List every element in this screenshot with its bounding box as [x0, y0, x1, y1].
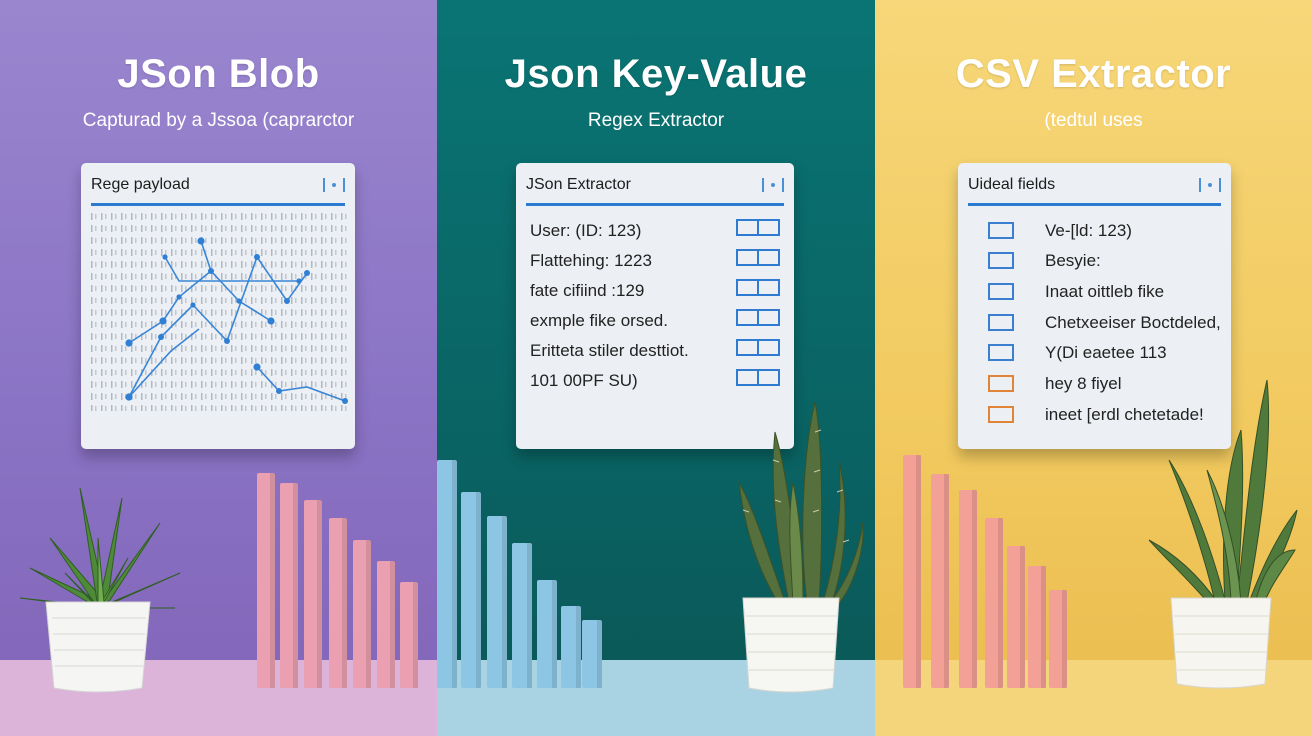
field-row: User: (ID: 123): [516, 217, 794, 247]
decor-bar: [353, 540, 371, 688]
card-header: Rege payload: [91, 171, 345, 206]
window-icon: [1199, 178, 1221, 192]
checkbox[interactable]: [988, 375, 1014, 392]
decor-bar: [1028, 566, 1046, 688]
field-text: Eritteta stiler desttiot.: [530, 341, 689, 360]
panel-subtitle: Regex Extractor: [587, 110, 725, 131]
decor-bar: [461, 492, 481, 688]
field-text: fate cifiind :129: [530, 281, 645, 300]
field-row: Eritteta stiler desttiot.: [516, 337, 794, 367]
field-text: Inaat oittleb fike: [1045, 282, 1165, 301]
field-row: Inaat oittleb fike: [958, 278, 1231, 308]
toggle-box[interactable]: [736, 279, 780, 296]
succulent-plant-icon: [19, 487, 181, 693]
decor-bar: [537, 580, 557, 688]
field-text: Besyie:: [1045, 251, 1101, 270]
decor-bar: [582, 620, 602, 688]
field-row: Y(Di eaetee 113: [958, 339, 1231, 369]
window-icon: [323, 178, 345, 192]
field-text: Y(Di eaetee 113: [1045, 343, 1167, 362]
field-row: Chetxeeiser Boctdeled,: [958, 309, 1231, 339]
field-text: exmple fike orsed.: [530, 311, 668, 330]
card-title: Uideal fields: [968, 176, 1056, 193]
field-text: Chetxeeiser Boctdeled,: [1045, 313, 1221, 332]
decor-bar: [377, 561, 395, 688]
toggle-box[interactable]: [736, 339, 780, 356]
checkbox[interactable]: [988, 344, 1014, 361]
window-icon: [762, 178, 784, 192]
payload-text-grid: [89, 211, 349, 411]
graph-nodes: [125, 237, 348, 404]
cactus-plant-icon: [738, 401, 864, 693]
field-text: Ve-[ld: 123): [1045, 221, 1132, 240]
field-text: ineet [erdl chetetade!: [1045, 405, 1204, 424]
payload-graph: [89, 211, 349, 411]
json-blob-panel: JSon Blob Capturad by a Jssoa (caprarcto…: [0, 0, 437, 736]
fields-card: Uideal fields Ve-[ld: 123) Besyie: Inaat…: [958, 163, 1231, 449]
toggle-box[interactable]: [736, 219, 780, 236]
field-row: fate cifiind :129: [516, 277, 794, 307]
json-key-value-panel: Json Key-Value Regex Extractor JSon Extr…: [437, 0, 875, 736]
decor-bar: [931, 474, 949, 688]
toggle-box[interactable]: [736, 249, 780, 266]
cactus-plant-icon: [1148, 379, 1298, 689]
toggle-box[interactable]: [736, 369, 780, 386]
checkbox[interactable]: [988, 283, 1014, 300]
checkbox[interactable]: [988, 252, 1014, 269]
checkbox[interactable]: [988, 406, 1014, 423]
field-text: hey 8 fiyel: [1045, 374, 1122, 393]
decor-bar: [561, 606, 581, 688]
decor-bar: [512, 543, 532, 688]
field-row: Ve-[ld: 123): [958, 217, 1231, 247]
decor-bar: [487, 516, 507, 688]
decor-bar: [985, 518, 1003, 688]
decor-bar: [1049, 590, 1067, 688]
decor-bar: [329, 518, 347, 688]
decor-bar: [437, 460, 457, 688]
decor-bar: [400, 582, 418, 688]
card-title: Rege payload: [91, 176, 190, 193]
field-row: hey 8 fiyel: [958, 370, 1231, 400]
panel-title: CSV Extractor: [955, 52, 1232, 96]
plant-pot: [1170, 597, 1272, 689]
plant-pot: [742, 597, 840, 693]
decor-bar: [959, 490, 977, 688]
field-row: Besyie:: [958, 247, 1231, 277]
card-title: JSon Extractor: [526, 176, 631, 193]
payload-card: Rege payload: [81, 163, 355, 449]
decor-bar: [1007, 546, 1025, 688]
decor-bar: [280, 483, 298, 688]
field-row: exmple fike orsed.: [516, 307, 794, 337]
checkbox[interactable]: [988, 314, 1014, 331]
card-header: JSon Extractor: [526, 171, 784, 206]
csv-extractor-panel: CSV Extractor (tedtul uses Uideal fields…: [875, 0, 1312, 736]
field-row: ineet [erdl chetetade!: [958, 401, 1231, 431]
checkbox[interactable]: [988, 222, 1014, 239]
decor-bar: [304, 500, 322, 688]
field-row: 101 00PF SU): [516, 367, 794, 397]
panel-subtitle: (tedtul uses: [1044, 110, 1143, 131]
json-extractor-card: JSon Extractor User: (ID: 123) Flattehin…: [516, 163, 794, 449]
panel-subtitle: Capturad by a Jssoa (caprarctor: [82, 110, 355, 131]
field-text: User: (ID: 123): [530, 221, 642, 240]
panel-title: JSon Blob: [117, 52, 320, 96]
toggle-box[interactable]: [736, 309, 780, 326]
decor-bar: [903, 455, 921, 688]
decor-bar: [257, 473, 275, 688]
card-header: Uideal fields: [968, 171, 1221, 206]
field-row: Flattehing: 1223: [516, 247, 794, 277]
plant-pot: [45, 601, 151, 693]
field-text: 101 00PF SU): [530, 371, 638, 390]
panel-title: Json Key-Value: [504, 52, 808, 96]
field-text: Flattehing: 1223: [530, 251, 652, 270]
